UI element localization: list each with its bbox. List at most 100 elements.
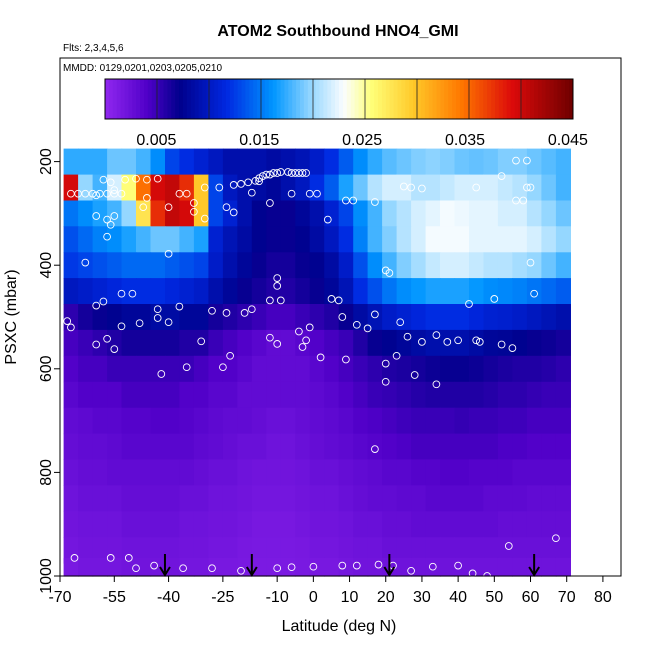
- heatmap-cell: [338, 329, 354, 357]
- heatmap-cell: [280, 537, 296, 564]
- heatmap-cell: [512, 433, 528, 461]
- heatmap-cell: [251, 304, 267, 331]
- colorbar-segment: [530, 79, 535, 119]
- heatmap-cell: [440, 148, 456, 176]
- observation-point: [103, 215, 111, 224]
- heatmap-cell: [107, 304, 123, 331]
- x-tick-label: -25: [211, 589, 234, 606]
- colorbar-segment: [296, 79, 301, 119]
- heatmap-cell: [526, 433, 542, 461]
- heatmap-cell: [280, 459, 296, 486]
- heatmap-cell: [222, 485, 238, 512]
- heatmap-cell: [266, 174, 282, 202]
- observation-point: [508, 344, 517, 352]
- heatmap-cell: [425, 278, 441, 305]
- heatmap-cell: [512, 226, 528, 253]
- x-tick-label: 80: [594, 589, 612, 606]
- heatmap-cell: [425, 459, 441, 486]
- colorbar-segment: [385, 79, 391, 119]
- heatmap-cell: [266, 407, 282, 435]
- colorbar-segment: [202, 79, 207, 119]
- colorbar-segment: [409, 79, 414, 119]
- heatmap-cell: [107, 278, 123, 305]
- heatmap-cell: [425, 485, 441, 512]
- heatmap-cell: [469, 200, 485, 227]
- colorbar-segment: [264, 79, 270, 119]
- heatmap-cell: [266, 511, 282, 538]
- colorbar-segment: [370, 79, 375, 119]
- heatmap-cell: [136, 278, 152, 305]
- heatmap-cell: [63, 252, 79, 279]
- heatmap-cell: [222, 511, 238, 538]
- heatmap-cell: [541, 174, 557, 202]
- heatmap-cell: [237, 329, 253, 357]
- heatmap-cell: [208, 355, 224, 383]
- heatmap-cell: [251, 459, 267, 486]
- heatmap-cell: [396, 485, 412, 512]
- colorbar-segment: [374, 79, 379, 119]
- chart-title: ATOM2 Southbound HNO4_GMI: [217, 23, 458, 40]
- heatmap-cell: [78, 278, 94, 305]
- colorbar-segment: [288, 79, 293, 119]
- observation-point: [219, 363, 227, 372]
- observation-point: [454, 336, 462, 345]
- heatmap-cell: [526, 148, 542, 176]
- colorbar-segment: [171, 79, 176, 119]
- colorbar-segment: [389, 79, 395, 119]
- heatmap-cell: [193, 433, 209, 461]
- heatmap-cell: [353, 433, 369, 461]
- heatmap-cell: [179, 407, 195, 435]
- observation-point: [182, 363, 191, 372]
- observation-point: [497, 340, 506, 349]
- colorbar-segment: [378, 79, 383, 119]
- heatmap-cell: [179, 485, 195, 512]
- observation-point: [110, 345, 119, 353]
- colorbar-segment: [366, 79, 371, 119]
- colorbar-tick-label: 0.045: [548, 132, 588, 149]
- heatmap-cell: [555, 381, 571, 409]
- colorbar-segment: [183, 79, 188, 119]
- heatmap-cell: [512, 252, 528, 279]
- heatmap-cell: [497, 459, 513, 486]
- heatmap-cell: [367, 557, 383, 577]
- observation-point: [338, 313, 347, 321]
- observation-point: [157, 370, 166, 378]
- observation-point: [418, 184, 426, 193]
- heatmap-cell: [179, 148, 195, 176]
- observation-point: [334, 296, 343, 305]
- heatmap-cell: [483, 329, 499, 357]
- heatmap-cell: [222, 226, 238, 253]
- heatmap-cell: [425, 174, 441, 202]
- heatmap-cell: [425, 148, 441, 176]
- heatmap-cell: [107, 511, 123, 538]
- heatmap-cell: [483, 252, 499, 279]
- heatmap-cell: [280, 148, 296, 176]
- heatmap-cell: [208, 407, 224, 435]
- heatmap-cell: [78, 304, 94, 331]
- observation-point: [182, 189, 191, 198]
- heatmap-cell: [454, 226, 470, 253]
- heatmap-cell: [338, 381, 354, 409]
- heatmap-cell: [295, 433, 311, 461]
- colorbar-segment: [272, 79, 278, 119]
- heatmap-cell: [136, 485, 152, 512]
- observation-point: [295, 327, 303, 336]
- heatmap-cell: [454, 200, 470, 227]
- heatmap-cell: [121, 200, 137, 227]
- colorbar-segment: [537, 79, 543, 119]
- observation-point: [374, 560, 383, 569]
- heatmap-cell: [338, 252, 354, 279]
- heatmap-cell: [555, 200, 571, 227]
- heatmap-cell: [165, 557, 181, 577]
- observation-point: [99, 175, 108, 184]
- heatmap-cell: [309, 485, 325, 512]
- heatmap-cell: [193, 329, 209, 357]
- colorbar-frame: [104, 78, 574, 120]
- heatmap-cell: [555, 537, 571, 564]
- heatmap-cell: [121, 278, 137, 305]
- heatmap-cell: [121, 148, 137, 176]
- colorbar-segment: [545, 79, 551, 119]
- heatmap-cell: [411, 407, 427, 435]
- heatmap-cell: [411, 485, 427, 512]
- colorbar-segment: [159, 79, 164, 119]
